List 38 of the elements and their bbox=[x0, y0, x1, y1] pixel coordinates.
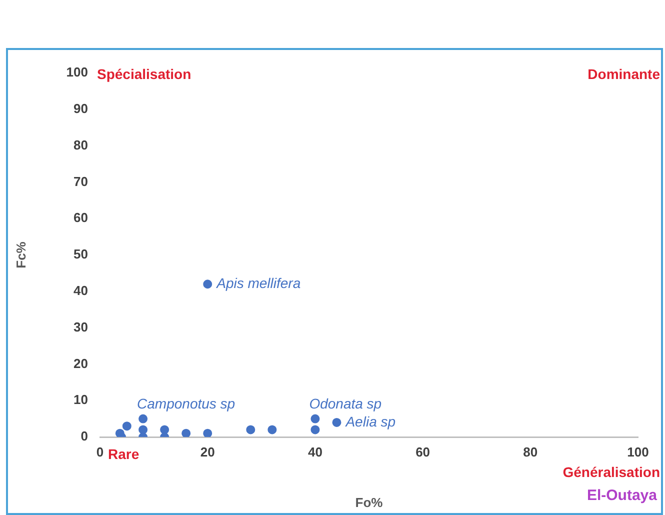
annotation: Apis mellifera bbox=[216, 275, 301, 292]
x-tick-label: 80 bbox=[523, 444, 538, 460]
x-tick-label: 60 bbox=[416, 444, 430, 460]
y-tick-label: 90 bbox=[74, 100, 88, 116]
point bbox=[203, 280, 212, 289]
y-tick-label: 60 bbox=[74, 210, 88, 226]
x-tick-label: 0 bbox=[96, 444, 104, 460]
y-tick-label: 50 bbox=[74, 246, 88, 262]
y-axis-title: Fc% bbox=[13, 241, 28, 268]
y-tick-label: 30 bbox=[74, 319, 88, 334]
x-tick-label: 20 bbox=[200, 444, 215, 460]
y-tick-label: 70 bbox=[74, 174, 88, 189]
text: Généralisation bbox=[562, 464, 660, 480]
y-tick-label: 20 bbox=[74, 356, 88, 371]
text: Rare bbox=[108, 446, 140, 462]
point bbox=[122, 422, 132, 431]
text: El-Outaya bbox=[586, 487, 658, 504]
x-tick-label: 100 bbox=[627, 444, 649, 460]
point bbox=[332, 418, 342, 427]
annotation: Odonata sp bbox=[309, 396, 382, 412]
point bbox=[182, 428, 191, 437]
point bbox=[268, 425, 277, 434]
annotation: Camponotus sp bbox=[137, 396, 236, 412]
annotation: Aelia sp bbox=[344, 413, 396, 430]
annotation: Spécialisation bbox=[97, 66, 192, 82]
y-tick-label: 100 bbox=[66, 64, 88, 80]
point bbox=[138, 414, 148, 424]
x-tick-label: 40 bbox=[308, 444, 322, 460]
y-tick-label: 10 bbox=[74, 392, 88, 408]
x-axis-title: Fo% bbox=[355, 494, 384, 510]
point bbox=[203, 428, 212, 437]
y-tick-label: 80 bbox=[74, 137, 88, 152]
y-tick-label: 40 bbox=[74, 282, 88, 298]
point bbox=[310, 425, 320, 434]
point bbox=[310, 414, 320, 424]
point bbox=[246, 425, 256, 434]
y-tick-label: 0 bbox=[80, 428, 88, 444]
annotation: Dominante bbox=[588, 66, 660, 82]
